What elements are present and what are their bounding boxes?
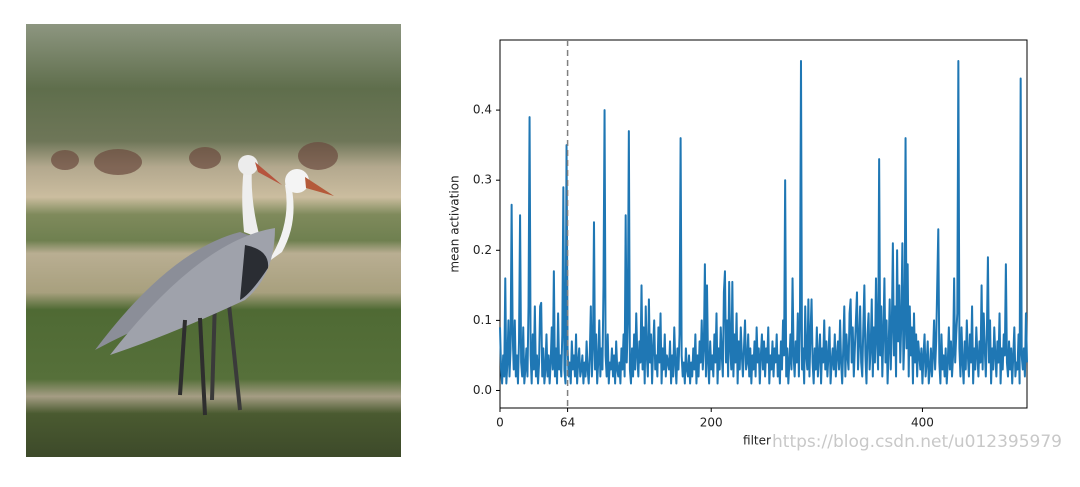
x-axis-label: filter: [743, 434, 771, 448]
photo: [26, 24, 401, 457]
y-tick-label: 0.3: [473, 173, 492, 187]
crane-front: [110, 169, 334, 416]
x-tick-label: 200: [700, 416, 723, 430]
activation-line: [499, 60, 1028, 385]
watermark: https://blog.csdn.net/u012395979: [772, 432, 1062, 452]
y-tick-label: 0.2: [473, 243, 492, 257]
y-axis-label: mean activation: [448, 175, 462, 272]
background-animals: [51, 142, 338, 175]
x-tick-label: 64: [560, 416, 575, 430]
x-tick-label: 0: [496, 416, 504, 430]
y-tick-label: 0.0: [473, 383, 492, 397]
x-tick-label: 400: [911, 416, 934, 430]
y-tick-label: 0.1: [473, 313, 492, 327]
y-tick-label: 0.4: [473, 103, 492, 117]
